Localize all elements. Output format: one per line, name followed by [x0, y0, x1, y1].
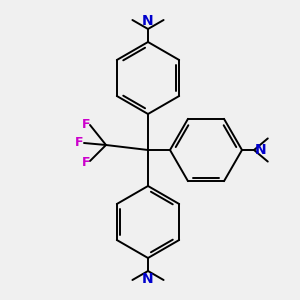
Text: F: F	[82, 155, 90, 169]
Text: N: N	[142, 14, 154, 28]
Text: N: N	[255, 143, 267, 157]
Text: F: F	[82, 118, 90, 130]
Text: N: N	[142, 272, 154, 286]
Text: F: F	[75, 136, 83, 149]
